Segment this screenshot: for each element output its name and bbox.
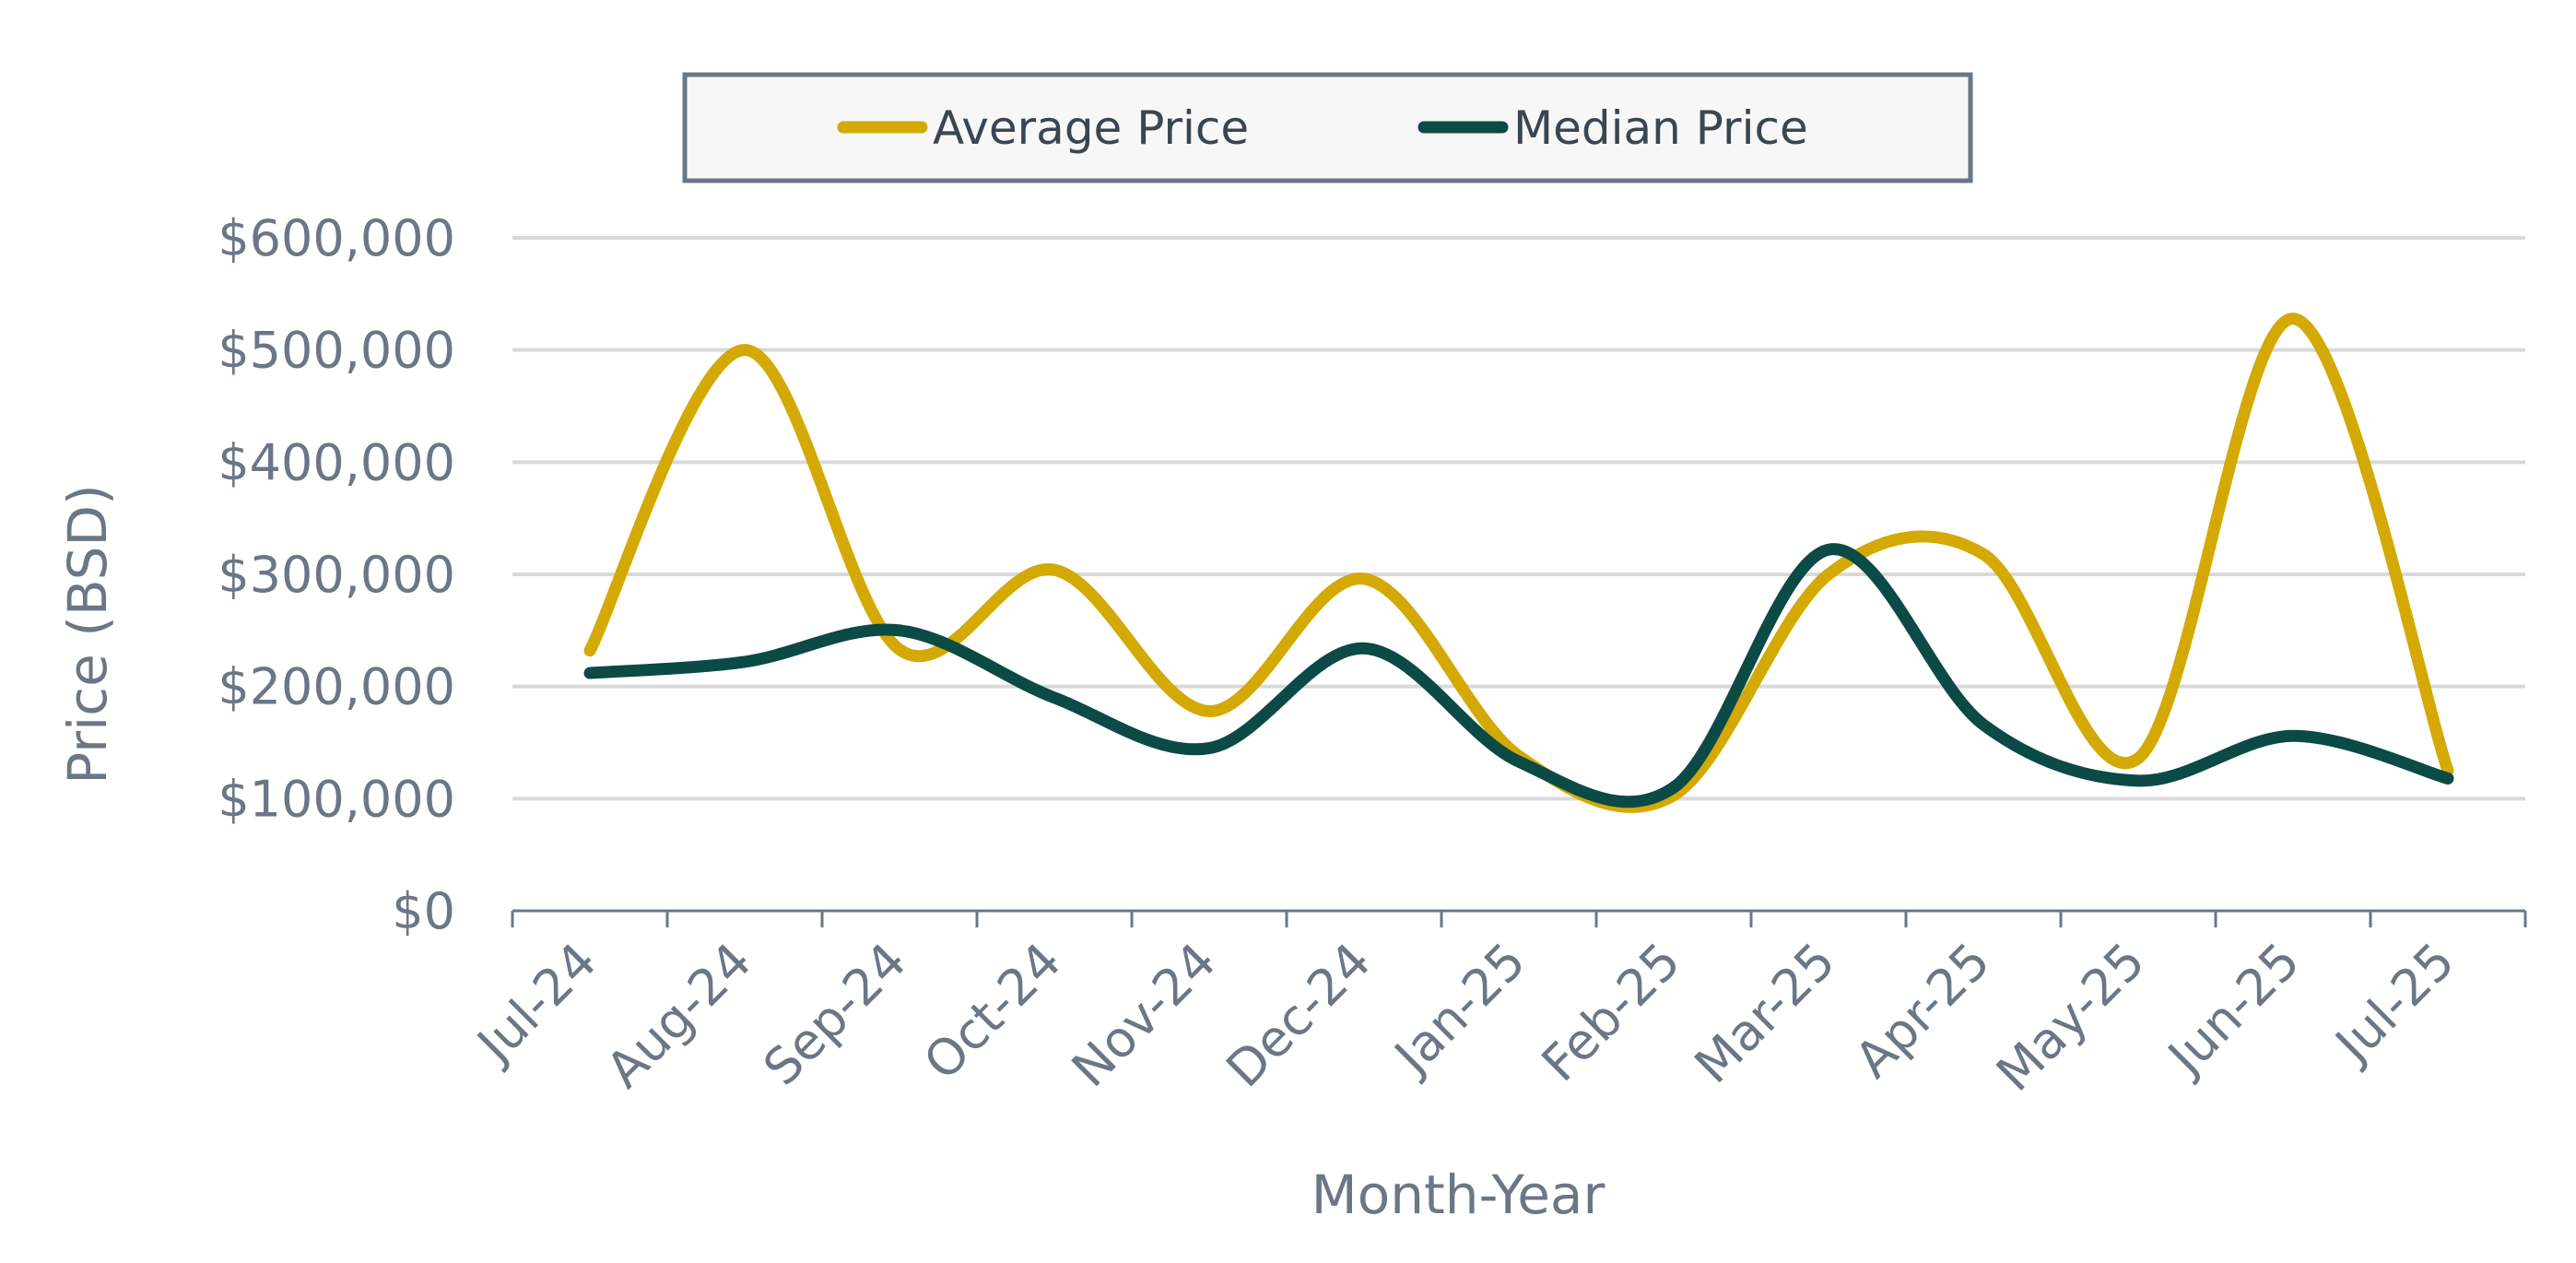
x-tick-label: Sep-24 — [752, 932, 917, 1097]
y-tick-label: $100,000 — [218, 770, 455, 828]
series-line-average-price — [583, 313, 2454, 813]
x-axis-title: Month-Year — [1312, 1163, 1606, 1226]
y-tick-label: $0 — [392, 882, 455, 940]
legend: Average Price Median Price — [682, 72, 1973, 183]
x-tick-label: Jul-24 — [465, 932, 607, 1075]
series-line-median-price — [583, 543, 2454, 809]
x-tick-label: Dec-24 — [1215, 932, 1382, 1099]
y-tick-label: $300,000 — [218, 546, 455, 604]
y-tick-label: $200,000 — [218, 658, 455, 716]
y-axis-title: Price (BSD) — [56, 484, 119, 784]
x-tick-label: Aug-24 — [595, 932, 762, 1099]
y-tick-label: $500,000 — [218, 322, 455, 380]
series-lines — [583, 313, 2454, 813]
x-axis-ticks — [511, 911, 2527, 927]
x-tick-label: Jun-25 — [2155, 932, 2311, 1088]
y-tick-label: $400,000 — [218, 433, 455, 491]
x-tick-label: Mar-25 — [1684, 932, 1847, 1095]
x-tick-label: Nov-24 — [1061, 932, 1227, 1098]
x-tick-label: May-25 — [1985, 932, 2156, 1103]
gridlines — [512, 236, 2525, 801]
x-tick-label: Jul-25 — [2323, 932, 2465, 1075]
x-tick-label: Jan-25 — [1382, 932, 1536, 1087]
legend-label-median-price: Median Price — [1513, 101, 1808, 155]
y-tick-label: $600,000 — [218, 209, 455, 267]
x-tick-label: Oct-24 — [912, 932, 1072, 1092]
y-axis-tick-labels: $0 $100,000 $200,000 $300,000 $400,000 $500,0… — [218, 209, 455, 940]
x-tick-label: Apr-25 — [1844, 932, 2002, 1090]
legend-label-average-price: Average Price — [933, 101, 1249, 155]
x-tick-label: Feb-25 — [1531, 932, 1692, 1093]
